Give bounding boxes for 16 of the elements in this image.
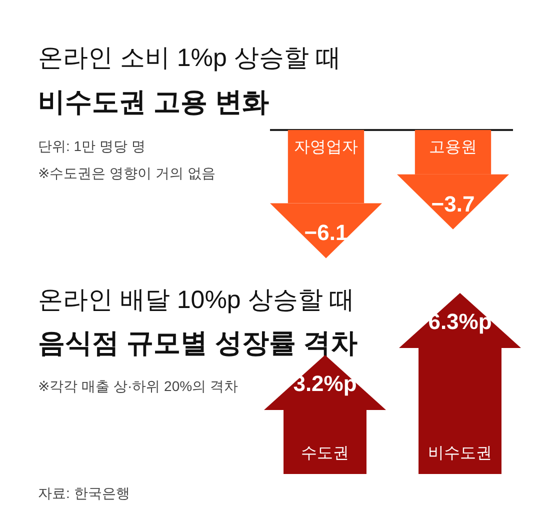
data-label: −6.1 xyxy=(304,220,348,246)
text: 자료: 한국은행 xyxy=(38,485,130,501)
text: 단위: 1만 명당 명 xyxy=(38,138,146,154)
text: ※각각 매출 상·하위 20%의 격차 xyxy=(38,378,238,394)
x-tick-label: 비수도권 xyxy=(428,445,492,462)
text: ※수도권은 영향이 거의 없음 xyxy=(38,165,216,181)
x-tick-label: 고용원 xyxy=(429,139,477,156)
x-tick-label: 자영업자 xyxy=(294,139,358,156)
data-label: −3.7 xyxy=(431,191,475,216)
chart-subtitle: 비수도권 고용 변화 xyxy=(38,87,270,117)
chart-title: 온라인 소비 1%p 상승할 때 xyxy=(38,44,341,72)
chart-subtitle: 음식점 규모별 성장률 격차 xyxy=(38,328,358,358)
data-label: 3.2%p xyxy=(293,371,357,396)
data-label: 6.3%p xyxy=(428,309,492,334)
chart-title: 온라인 배달 10%p 상승할 때 xyxy=(38,286,355,314)
x-tick-label: 수도권 xyxy=(301,445,349,462)
